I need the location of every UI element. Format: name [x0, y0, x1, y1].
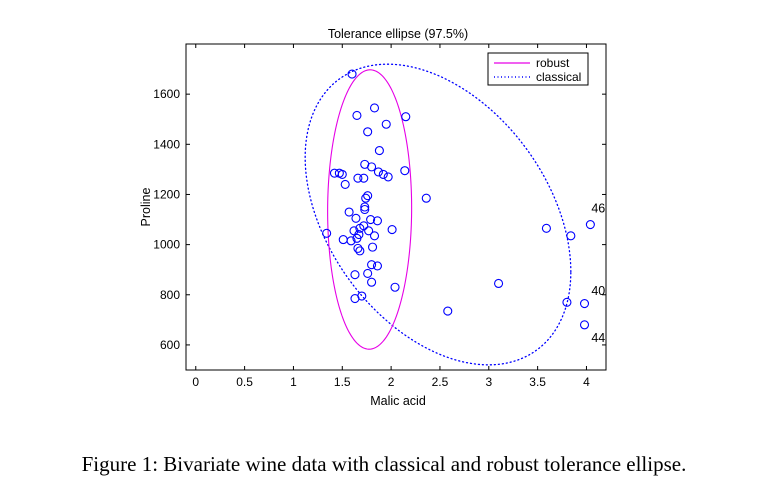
- data-point: [378, 169, 388, 179]
- data-point: [353, 243, 363, 253]
- data-point: [355, 223, 365, 233]
- data-point: [360, 204, 370, 215]
- y-tick-label: 600: [160, 338, 180, 352]
- robust-ellipse: [327, 69, 413, 350]
- data-points: [322, 69, 595, 330]
- data-point: [585, 220, 595, 230]
- data-point: [390, 282, 400, 292]
- point-label: 46: [591, 201, 605, 215]
- data-point: [367, 277, 377, 287]
- data-point: [400, 166, 410, 176]
- x-tick-label: 1: [290, 375, 297, 389]
- data-point: [359, 173, 369, 183]
- data-point: [322, 228, 332, 238]
- data-point: [579, 320, 590, 330]
- data-point: [364, 226, 374, 236]
- x-tick-label: 1.5: [334, 375, 351, 389]
- x-tick-label: 3.5: [529, 375, 546, 389]
- chart: Tolerance ellipse (97.5%) 0 0.5 1 1.5 2 2.5 3 3…: [139, 27, 607, 408]
- plot-area: [185, 43, 607, 371]
- point-label: 40: [591, 284, 605, 298]
- classical-ellipse: [304, 63, 572, 366]
- y-tick-label: 1600: [153, 87, 180, 101]
- data-point: [579, 298, 590, 309]
- data-point: [366, 214, 376, 225]
- y-tick-label: 800: [160, 288, 180, 302]
- data-point: [381, 119, 391, 129]
- data-point: [352, 110, 362, 121]
- data-point: [347, 69, 357, 79]
- x-tick-label: 2.5: [432, 375, 449, 389]
- figure-caption: Figure 1: Bivariate wine data with class…: [81, 452, 687, 476]
- legend-robust-label: robust: [536, 56, 570, 70]
- ellipses: [304, 63, 572, 366]
- data-point: [369, 103, 380, 113]
- x-tick-label: 2: [388, 375, 395, 389]
- data-point: [351, 213, 361, 223]
- data-point: [367, 162, 377, 172]
- y-tick-label: 1400: [153, 137, 180, 151]
- data-point: [372, 261, 382, 271]
- data-point: [401, 112, 411, 122]
- data-point: [353, 173, 363, 183]
- data-point: [338, 235, 348, 245]
- y-tick-label: 1200: [153, 187, 180, 201]
- data-point: [368, 242, 378, 252]
- data-point: [373, 167, 383, 177]
- data-point: [367, 260, 377, 270]
- data-point: [387, 225, 397, 235]
- x-tick-label: 4: [583, 375, 590, 389]
- data-point: [494, 278, 504, 289]
- data-point: [350, 270, 360, 280]
- data-point: [361, 193, 371, 203]
- legend-classical-label: classical: [536, 70, 581, 84]
- data-point: [337, 169, 347, 179]
- data-point: [541, 223, 551, 233]
- x-axis-label: Malic acid: [370, 394, 426, 408]
- data-point: [352, 233, 362, 243]
- data-point: [344, 207, 354, 217]
- data-point: [421, 193, 431, 203]
- chart-title: Tolerance ellipse (97.5%): [328, 27, 468, 41]
- y-axis-label: Proline: [139, 188, 153, 227]
- data-point: [372, 216, 382, 226]
- x-tick-label: 0: [192, 375, 199, 389]
- point-label: 44: [591, 331, 605, 345]
- data-point: [363, 268, 373, 279]
- data-point: [443, 306, 453, 316]
- data-point: [369, 231, 380, 241]
- x-tick-label: 3: [485, 375, 492, 389]
- legend-box: [487, 52, 589, 86]
- data-point: [360, 202, 370, 212]
- data-point: [383, 172, 393, 182]
- data-point: [340, 179, 350, 189]
- data-point: [566, 231, 576, 241]
- data-point: [562, 297, 572, 307]
- data-point: [363, 191, 373, 201]
- y-tick-label: 1000: [153, 238, 180, 252]
- point-annotations: 46 40 44: [591, 201, 605, 345]
- axis-ticks: 0 0.5 1 1.5 2 2.5 3 3.5 4 600 800 1000 1200 1400 1600: [153, 44, 606, 389]
- legend: robust classical: [487, 52, 589, 86]
- data-point: [350, 293, 360, 304]
- data-point: [363, 127, 373, 137]
- x-tick-label: 0.5: [236, 375, 253, 389]
- data-point: [346, 236, 356, 246]
- data-point: [374, 146, 384, 156]
- data-point: [355, 246, 365, 256]
